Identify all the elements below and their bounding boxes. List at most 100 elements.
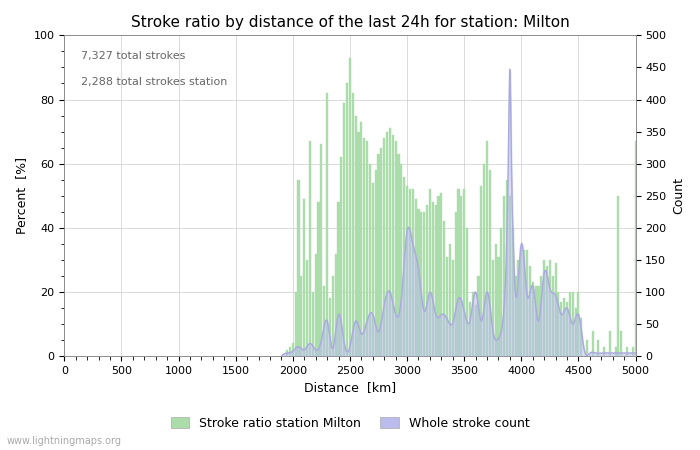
Bar [403, 176, 405, 356]
Bar [383, 138, 385, 356]
Bar [520, 247, 522, 356]
Title: Stroke ratio by distance of the last 24h for station: Milton: Stroke ratio by distance of the last 24h… [131, 15, 569, 30]
Bar [360, 122, 363, 356]
Bar [300, 276, 302, 356]
Bar [458, 189, 459, 356]
Bar [438, 196, 440, 356]
Bar [495, 244, 497, 356]
Bar [426, 205, 428, 356]
Bar [332, 276, 334, 356]
Bar [560, 302, 562, 356]
Y-axis label: Count: Count [672, 177, 685, 214]
Bar [472, 292, 474, 356]
Bar [575, 308, 577, 356]
Bar [340, 157, 342, 356]
Bar [489, 170, 491, 356]
Bar [432, 202, 434, 356]
Bar [529, 266, 531, 356]
Bar [295, 292, 297, 356]
Bar [578, 292, 580, 356]
Bar [498, 257, 500, 356]
Text: 7,327 total strokes: 7,327 total strokes [81, 51, 186, 61]
Bar [503, 196, 505, 356]
Bar [309, 141, 311, 356]
Bar [461, 196, 463, 356]
Bar [631, 346, 634, 356]
Text: 2,288 total strokes station: 2,288 total strokes station [81, 77, 228, 87]
Bar [603, 346, 606, 356]
Bar [572, 292, 574, 356]
Bar [526, 250, 528, 356]
Bar [335, 253, 337, 356]
Bar [557, 292, 559, 356]
Bar [566, 302, 568, 356]
Bar [512, 228, 514, 356]
Bar [386, 131, 388, 356]
Bar [318, 202, 319, 356]
Bar [454, 212, 456, 356]
Bar [564, 298, 565, 356]
Bar [535, 286, 537, 356]
Text: www.lightningmaps.org: www.lightningmaps.org [7, 436, 122, 446]
Bar [500, 228, 503, 356]
Bar [609, 331, 611, 356]
Bar [355, 116, 357, 356]
Bar [477, 276, 480, 356]
Bar [369, 164, 371, 356]
Bar [289, 346, 291, 356]
Bar [635, 141, 636, 356]
Bar [620, 331, 622, 356]
Bar [409, 189, 411, 356]
Bar [306, 260, 308, 356]
Bar [546, 266, 548, 356]
Bar [337, 202, 340, 356]
Bar [486, 141, 488, 356]
Bar [580, 318, 582, 356]
Bar [374, 170, 377, 356]
Bar [480, 186, 482, 356]
Bar [443, 221, 445, 356]
Bar [466, 228, 468, 356]
Bar [363, 138, 365, 356]
Bar [532, 283, 534, 356]
Bar [352, 93, 354, 356]
Bar [509, 196, 511, 356]
Bar [552, 276, 554, 356]
Bar [380, 148, 382, 356]
Bar [626, 346, 628, 356]
Bar [406, 186, 408, 356]
Bar [312, 292, 314, 356]
Bar [543, 260, 545, 356]
Bar [314, 253, 316, 356]
Legend: Stroke ratio station Milton, Whole stroke count: Stroke ratio station Milton, Whole strok… [166, 412, 534, 435]
Bar [389, 128, 391, 356]
Bar [475, 305, 477, 356]
Bar [346, 83, 348, 356]
Bar [420, 212, 422, 356]
Bar [414, 199, 416, 356]
Bar [286, 350, 288, 356]
Bar [435, 205, 437, 356]
Bar [452, 260, 454, 356]
Bar [514, 276, 517, 356]
Bar [400, 164, 402, 356]
Bar [491, 260, 494, 356]
Bar [358, 131, 360, 356]
Bar [540, 276, 542, 356]
Y-axis label: Percent  [%]: Percent [%] [15, 158, 28, 234]
Bar [506, 180, 508, 356]
Bar [469, 302, 471, 356]
Bar [372, 183, 374, 356]
Bar [483, 164, 485, 356]
Bar [398, 154, 400, 356]
Bar [292, 343, 294, 356]
Bar [569, 292, 571, 356]
Bar [586, 340, 588, 356]
Bar [592, 331, 594, 356]
Bar [326, 93, 328, 356]
Bar [538, 286, 540, 356]
Bar [392, 135, 394, 356]
Bar [323, 286, 326, 356]
Bar [377, 154, 379, 356]
Bar [321, 144, 323, 356]
